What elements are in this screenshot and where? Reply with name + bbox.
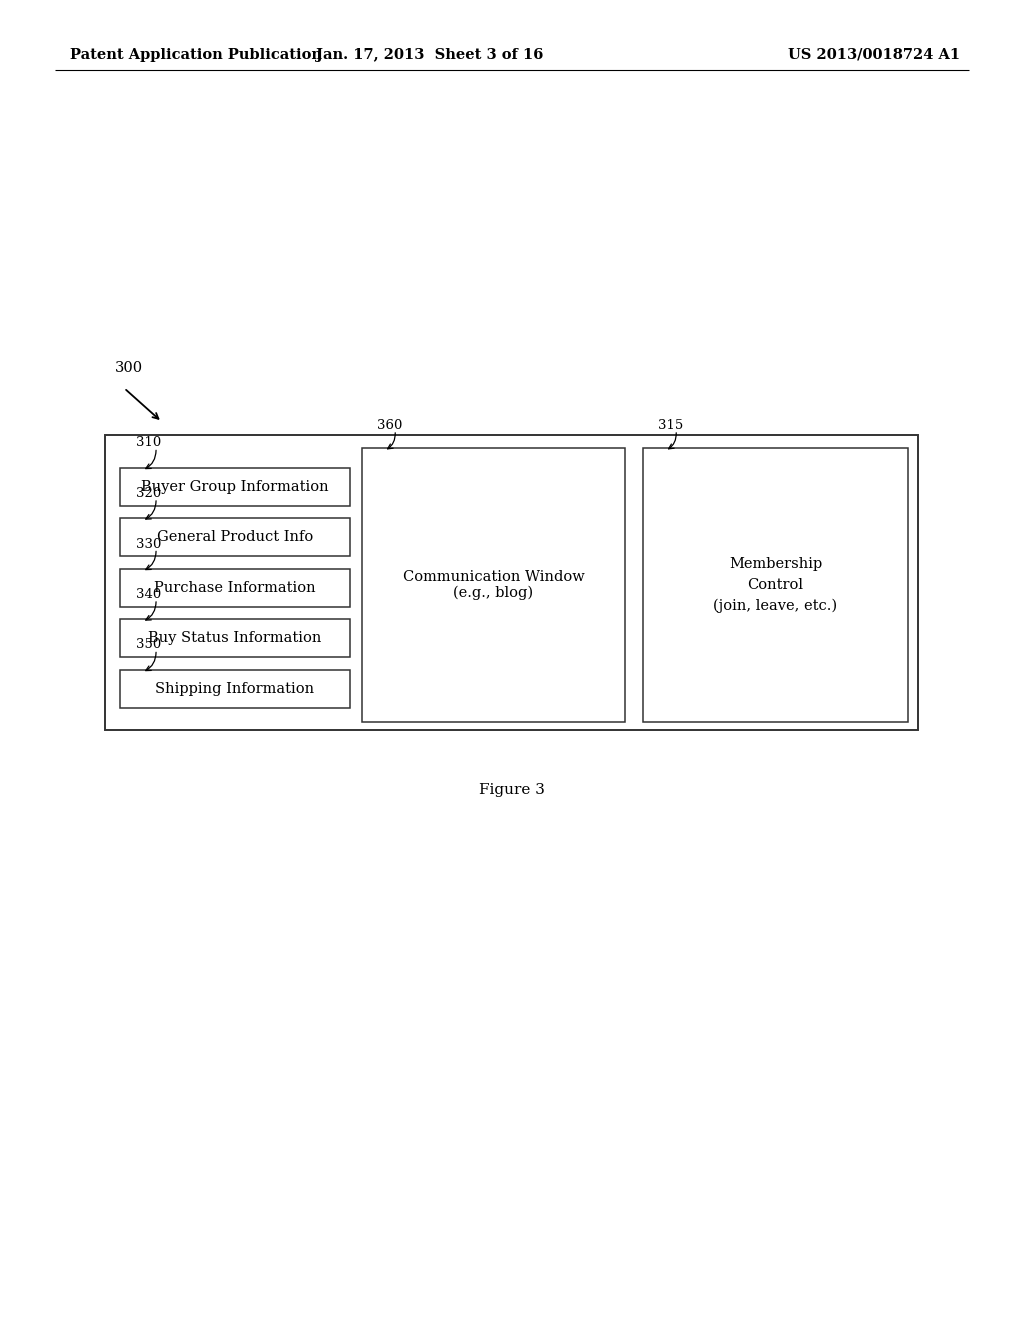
Text: 315: 315 bbox=[658, 418, 683, 432]
Bar bbox=[120, 569, 350, 606]
Bar bbox=[105, 436, 918, 730]
Text: Membership
Control
(join, leave, etc.): Membership Control (join, leave, etc.) bbox=[714, 557, 838, 612]
Text: 310: 310 bbox=[136, 437, 161, 450]
Text: 330: 330 bbox=[136, 537, 162, 550]
Text: US 2013/0018724 A1: US 2013/0018724 A1 bbox=[787, 48, 961, 62]
Bar bbox=[120, 517, 350, 556]
Text: Shipping Information: Shipping Information bbox=[156, 681, 314, 696]
Bar bbox=[362, 447, 625, 722]
Text: Figure 3: Figure 3 bbox=[479, 783, 545, 797]
Text: Buyer Group Information: Buyer Group Information bbox=[141, 479, 329, 494]
Bar bbox=[120, 467, 350, 506]
Text: Buy Status Information: Buy Status Information bbox=[148, 631, 322, 645]
Bar bbox=[120, 619, 350, 657]
Text: 300: 300 bbox=[115, 360, 143, 375]
Text: 350: 350 bbox=[136, 639, 161, 652]
Text: General Product Info: General Product Info bbox=[157, 531, 313, 544]
Text: Patent Application Publication: Patent Application Publication bbox=[70, 48, 322, 62]
Bar bbox=[120, 669, 350, 708]
Bar bbox=[643, 447, 908, 722]
Text: Jan. 17, 2013  Sheet 3 of 16: Jan. 17, 2013 Sheet 3 of 16 bbox=[316, 48, 544, 62]
Text: Purchase Information: Purchase Information bbox=[155, 581, 315, 594]
Text: 360: 360 bbox=[377, 418, 402, 432]
Text: 340: 340 bbox=[136, 587, 161, 601]
Text: Communication Window
(e.g., blog): Communication Window (e.g., blog) bbox=[402, 570, 585, 601]
Text: 320: 320 bbox=[136, 487, 161, 500]
